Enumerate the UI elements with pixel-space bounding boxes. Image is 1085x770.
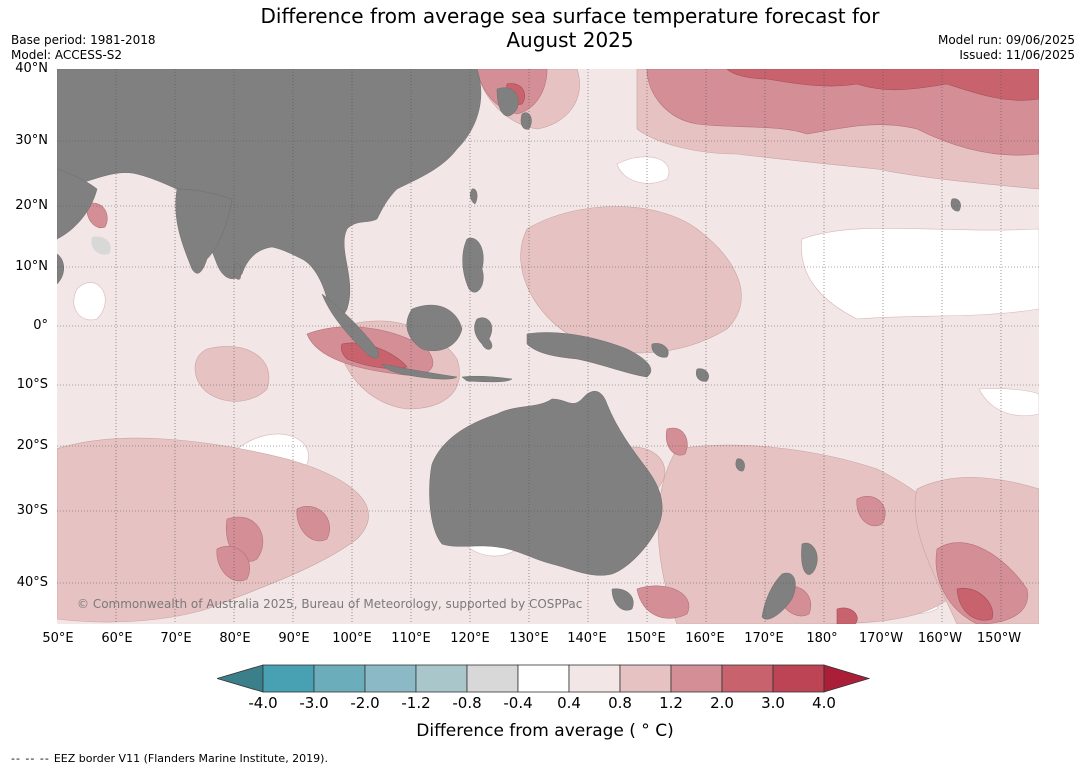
lat-label-equator: 0° xyxy=(33,318,48,333)
lon-label-60e: 60°E xyxy=(101,631,133,646)
eez-dash-symbol: -- -- -- xyxy=(11,752,50,765)
colorbar-segment-min-arrow xyxy=(217,664,264,693)
lon-label-50e: 50°E xyxy=(42,631,74,646)
colorbar-tick: 0.8 xyxy=(608,694,632,712)
lat-label-40s: 40°S xyxy=(16,575,48,590)
lon-label-170w: 170°W xyxy=(858,631,904,646)
colorbar-segment-3 xyxy=(364,664,417,693)
colorbar-tick: -0.8 xyxy=(452,694,482,712)
sst-anomaly-map xyxy=(57,69,1039,624)
lon-label-150e: 150°E xyxy=(626,631,666,646)
lon-label-100e: 100°E xyxy=(332,631,372,646)
colorbar-segment-10 xyxy=(721,664,774,693)
colorbar-tick: 4.0 xyxy=(812,694,836,712)
map-title: Difference from average sea surface temp… xyxy=(170,4,970,52)
colorbar-segment-5 xyxy=(466,664,519,693)
colorbar-tick: -0.4 xyxy=(503,694,533,712)
lon-label-160w: 160°W xyxy=(917,631,963,646)
colorbar-tick: -2.0 xyxy=(350,694,380,712)
colorbar xyxy=(217,664,871,693)
meta-left: Base period: 1981-2018 Model: ACCESS-S2 xyxy=(11,33,156,63)
lon-label-160e: 160°E xyxy=(685,631,725,646)
meta-right: Model run: 09/06/2025 Issued: 11/06/2025 xyxy=(938,33,1075,63)
lon-label-80e: 80°E xyxy=(219,631,251,646)
lon-label-120e: 120°E xyxy=(450,631,490,646)
map-title-line2: August 2025 xyxy=(506,28,634,52)
lon-label-170e: 170°E xyxy=(744,631,784,646)
lat-label-30s: 30°S xyxy=(16,503,48,518)
colorbar-tick: -3.0 xyxy=(299,694,329,712)
lon-label-180: 180° xyxy=(806,631,838,646)
colorbar-segment-4 xyxy=(415,664,468,693)
model-text: Model: ACCESS-S2 xyxy=(11,48,123,62)
eez-legend-text: EEZ border V11 (Flanders Marine Institut… xyxy=(53,752,328,765)
lon-label-90e: 90°E xyxy=(278,631,310,646)
colorbar-tick: -1.2 xyxy=(401,694,431,712)
map-title-line1: Difference from average sea surface temp… xyxy=(260,4,880,28)
lat-label-20s: 20°S xyxy=(16,438,48,453)
colorbar-segment-9 xyxy=(670,664,723,693)
model-run-text: Model run: 09/06/2025 xyxy=(937,33,1075,47)
colorbar-tick: 2.0 xyxy=(710,694,734,712)
colorbar-segment-1 xyxy=(262,664,315,693)
colorbar-tick: 3.0 xyxy=(761,694,785,712)
colorbar-segment-11 xyxy=(772,664,825,693)
lon-label-150w: 150°W xyxy=(976,631,1022,646)
map-canvas xyxy=(57,69,1039,624)
lon-label-140e: 140°E xyxy=(567,631,607,646)
lon-label-110e: 110°E xyxy=(391,631,431,646)
lat-label-10n: 10°N xyxy=(15,259,48,274)
colorbar-segment-2 xyxy=(313,664,366,693)
colorbar-tick: 0.4 xyxy=(557,694,581,712)
lon-label-130e: 130°E xyxy=(509,631,549,646)
colorbar-segment-7 xyxy=(568,664,621,693)
longitude-gridlines xyxy=(115,69,1002,624)
colorbar-tick: 1.2 xyxy=(659,694,683,712)
copyright-notice: © Commonwealth of Australia 2025, Bureau… xyxy=(77,597,583,611)
lat-label-30n: 30°N xyxy=(15,133,48,148)
colorbar-segment-8 xyxy=(619,664,672,693)
lon-label-70e: 70°E xyxy=(160,631,192,646)
neutral-grey-patch xyxy=(91,236,111,255)
colorbar-segment-6 xyxy=(517,664,570,693)
lat-label-40n: 40°N xyxy=(15,61,48,76)
eez-legend: -- -- -- EEZ border V11 (Flanders Marine … xyxy=(11,752,328,765)
colorbar-segment-max-arrow xyxy=(823,664,871,693)
colorbar-tick: -4.0 xyxy=(248,694,278,712)
lat-label-20n: 20°N xyxy=(15,198,48,213)
lat-label-10s: 10°S xyxy=(16,377,48,392)
colorbar-label: Difference from average ( ° C) xyxy=(416,721,674,741)
base-period-text: Base period: 1981-2018 xyxy=(11,33,156,47)
land-masses xyxy=(57,69,961,620)
issued-text: Issued: 11/06/2025 xyxy=(959,48,1075,62)
